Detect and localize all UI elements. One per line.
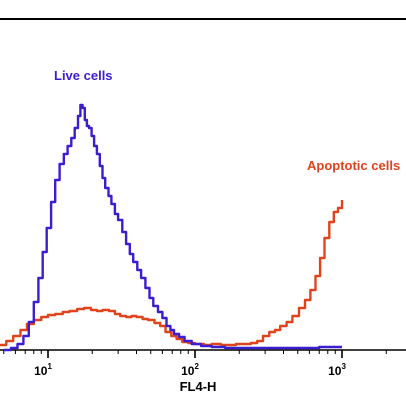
x-axis-tick-labels: 101 102 103 [34,362,346,378]
x-axis-ticks [3,350,387,358]
annotation-live: Live cells [54,68,113,83]
annotation-apoptotic: Apoptotic cells [307,158,400,173]
x-tick-label: 102 [181,362,199,378]
series-line-apoptotic [0,200,344,347]
x-tick-label: 101 [34,362,52,378]
x-tick-label: 103 [328,362,346,378]
annotation-layer: Live cells Apoptotic cells [54,68,400,173]
x-axis-title: FL4-H [180,379,217,394]
series-line-live [3,103,342,352]
series-layer [0,103,344,352]
